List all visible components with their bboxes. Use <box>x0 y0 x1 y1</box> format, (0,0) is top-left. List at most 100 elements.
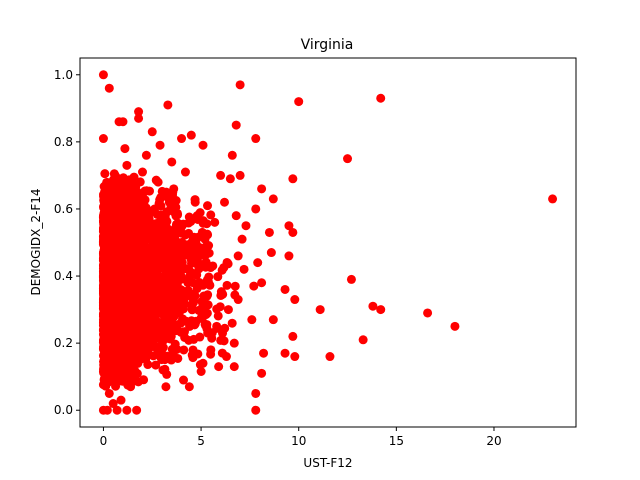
data-point <box>108 222 118 232</box>
data-point <box>266 248 276 258</box>
data-point <box>108 265 118 275</box>
data-point <box>179 327 189 337</box>
data-point <box>173 353 183 363</box>
data-point <box>140 252 150 262</box>
data-point <box>147 127 157 137</box>
data-point <box>184 382 194 392</box>
data-point <box>288 331 298 341</box>
data-point <box>134 294 144 304</box>
data-point <box>189 249 199 259</box>
data-point <box>188 345 198 355</box>
data-point <box>137 167 147 177</box>
data-point <box>177 134 187 144</box>
data-point <box>158 288 167 298</box>
data-point <box>145 317 155 327</box>
data-point <box>225 174 235 184</box>
x-tick-label: 0 <box>100 434 108 448</box>
data-point <box>548 194 558 204</box>
data-point <box>119 273 129 283</box>
data-point <box>268 315 278 325</box>
data-point <box>98 280 108 290</box>
data-point <box>346 274 356 284</box>
data-point <box>182 275 192 285</box>
data-point <box>203 201 213 211</box>
data-point <box>178 314 188 324</box>
data-point <box>135 177 145 187</box>
data-point <box>99 226 109 236</box>
data-point <box>139 243 149 253</box>
data-point <box>134 198 144 208</box>
data-point <box>206 210 216 220</box>
data-point <box>288 174 298 184</box>
data-point <box>151 323 161 333</box>
data-point <box>210 217 220 227</box>
data-point <box>230 281 240 291</box>
data-point <box>141 150 151 160</box>
data-point <box>119 192 129 202</box>
data-point <box>213 311 223 321</box>
data-point <box>173 272 183 282</box>
data-point <box>196 367 206 376</box>
data-point <box>157 216 167 226</box>
data-point <box>290 352 300 362</box>
data-point <box>161 187 171 197</box>
data-point <box>118 359 128 369</box>
data-point <box>376 305 386 315</box>
data-point <box>126 349 136 359</box>
data-point <box>202 291 212 301</box>
data-point <box>156 210 166 220</box>
data-point <box>247 315 257 325</box>
data-point <box>241 221 251 231</box>
data-point <box>145 287 155 297</box>
y-tick-label: 0.8 <box>54 135 73 149</box>
data-point <box>136 317 146 327</box>
data-point <box>214 362 224 372</box>
y-tick-label: 0.6 <box>54 202 73 216</box>
data-point <box>134 107 144 117</box>
data-point <box>249 281 259 291</box>
data-point <box>257 368 267 378</box>
data-point <box>280 348 290 358</box>
y-tick-label: 0.4 <box>54 269 73 283</box>
data-point <box>192 211 202 221</box>
data-point <box>151 360 161 370</box>
data-point <box>229 362 239 372</box>
data-point <box>149 341 159 351</box>
y-axis-ticks: 0.0 0.2 0.4 0.6 0.8 1.0 <box>54 68 80 417</box>
data-point <box>167 202 177 212</box>
data-point <box>98 70 108 80</box>
data-point <box>188 291 198 300</box>
data-point <box>98 134 108 144</box>
data-point <box>110 378 120 388</box>
data-point <box>358 335 368 345</box>
data-point <box>121 244 131 254</box>
data-point <box>101 381 111 391</box>
data-point <box>284 221 294 231</box>
data-point <box>130 374 140 384</box>
data-point <box>423 308 433 318</box>
plot-frame <box>79 57 577 428</box>
data-point <box>100 169 110 179</box>
data-point <box>227 150 237 160</box>
data-point <box>102 216 112 226</box>
data-point <box>208 261 218 271</box>
data-point <box>140 186 150 196</box>
data-point <box>164 250 174 260</box>
data-point <box>118 376 128 386</box>
data-point <box>264 227 274 237</box>
data-point <box>251 134 261 144</box>
data-point <box>201 310 211 320</box>
data-point <box>237 234 247 244</box>
data-point <box>179 299 189 309</box>
data-point <box>137 274 147 284</box>
data-point <box>251 388 261 398</box>
data-point <box>167 344 177 354</box>
data-point <box>218 289 228 299</box>
data-point <box>251 405 261 415</box>
x-axis-ticks: 0 5 10 15 20 <box>100 427 502 448</box>
data-point <box>120 185 130 195</box>
x-tick-label: 20 <box>486 434 501 448</box>
data-point <box>160 315 170 325</box>
data-point <box>207 328 217 338</box>
